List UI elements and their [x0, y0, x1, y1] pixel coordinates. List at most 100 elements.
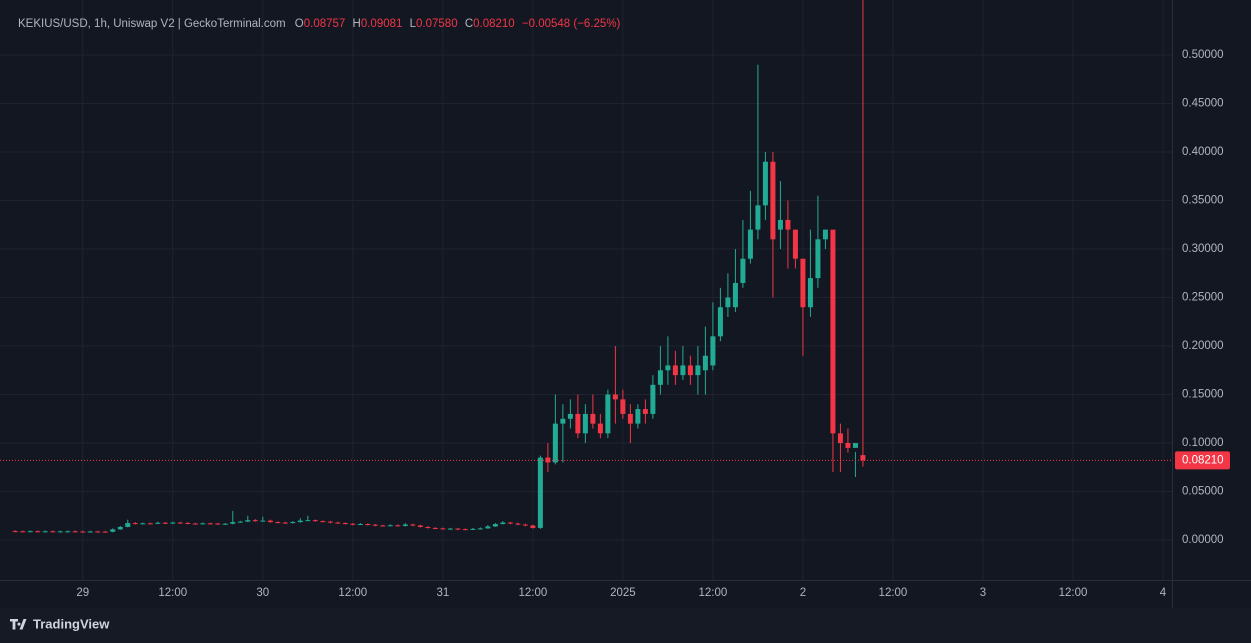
- candle-body: [800, 258, 806, 308]
- candle-body: [522, 524, 528, 526]
- open-value: 0.08757: [304, 18, 346, 30]
- candle-body: [207, 523, 213, 525]
- candle-body: [425, 526, 431, 528]
- candle-body: [350, 523, 356, 525]
- candle-body: [837, 433, 843, 444]
- candle-body: [42, 531, 48, 533]
- low-value: 0.07580: [416, 18, 458, 30]
- candle-body: [12, 531, 18, 533]
- y-tick-label: 0.35000: [1182, 195, 1224, 207]
- candle-body: [170, 522, 176, 524]
- candle-body: [642, 409, 648, 414]
- candle-body: [410, 524, 416, 526]
- candle-body: [545, 457, 551, 463]
- close-value: 0.08210: [473, 18, 515, 30]
- footer-logo: TradingView: [10, 616, 110, 631]
- candle-body: [635, 409, 641, 424]
- candle-body: [402, 524, 408, 526]
- candle-body: [582, 413, 588, 434]
- grid: [0, 0, 1172, 580]
- candle-body: [20, 531, 26, 533]
- candle-body: [162, 522, 168, 524]
- x-tick-label: 4: [1160, 587, 1167, 599]
- candle-body: [365, 524, 371, 526]
- candle-body: [477, 528, 483, 530]
- candle-body: [792, 229, 798, 259]
- candle-body: [192, 523, 198, 525]
- candle-body: [342, 523, 348, 525]
- last-price-tag: [1175, 451, 1230, 470]
- candle-body: [605, 394, 611, 434]
- y-tick-label: 0.10000: [1182, 437, 1224, 449]
- chart-panel: [0, 0, 1251, 608]
- candle-body: [222, 523, 228, 525]
- candle-body: [155, 522, 161, 524]
- candle-body: [500, 522, 506, 525]
- candle-body: [125, 523, 131, 527]
- candle-body: [230, 522, 236, 524]
- axes: 0.00000 0.05000 0.10000 0.15000 0.20000 0.250…: [76, 49, 1230, 599]
- candle-body: [80, 531, 86, 533]
- candle-body: [755, 205, 761, 230]
- y-tick-label: 0.15000: [1182, 389, 1224, 401]
- x-tick-label: 12:00: [338, 587, 367, 599]
- candle-body: [470, 528, 476, 530]
- candle-body: [560, 418, 566, 424]
- low-label: L: [410, 18, 417, 30]
- close-label: C: [465, 18, 473, 30]
- candle-body: [725, 297, 731, 308]
- candle-body: [455, 528, 461, 530]
- candle-body: [27, 531, 33, 533]
- candle-body: [282, 522, 288, 524]
- candle-body: [620, 399, 626, 414]
- x-tick-label: 2025: [610, 587, 636, 599]
- candle-body: [305, 520, 311, 522]
- candle-body: [770, 161, 776, 240]
- candle-body: [417, 525, 423, 527]
- candle-body: [717, 307, 723, 337]
- candle-body: [110, 529, 116, 532]
- candle-body: [710, 336, 716, 366]
- candle-body: [552, 423, 558, 463]
- candle-body: [65, 531, 71, 533]
- candle-body: [147, 523, 153, 525]
- candle-body: [740, 258, 746, 283]
- x-tick-label: 12:00: [158, 587, 187, 599]
- candle-body: [515, 523, 521, 525]
- y-tick-label: 0.00000: [1182, 534, 1224, 546]
- header: KEKIUS/USD, 1h, Uniswap V2 | GeckoTermin…: [18, 18, 621, 30]
- x-tick-label: 3: [980, 587, 986, 599]
- candle-body: [665, 365, 671, 371]
- candle-body: [860, 455, 866, 461]
- candle-body: [537, 457, 543, 528]
- candle-body: [87, 531, 93, 533]
- y-tick-label: 0.50000: [1182, 49, 1224, 61]
- candle-body: [687, 365, 693, 376]
- candle-body: [485, 526, 491, 529]
- open-label: O: [295, 18, 304, 30]
- candle-body: [320, 521, 326, 523]
- candle-body: [507, 522, 513, 524]
- candle-body: [50, 531, 56, 533]
- candle-body: [657, 370, 663, 385]
- candle-body: [447, 528, 453, 530]
- candle-body: [432, 527, 438, 529]
- high-label: H: [353, 18, 361, 30]
- x-tick-label: 31: [436, 587, 449, 599]
- y-tick-label: 0.25000: [1182, 292, 1224, 304]
- high-value: 0.09081: [361, 18, 403, 30]
- candles: [0, 0, 1172, 533]
- candle-body: [785, 219, 791, 230]
- candle-body: [612, 394, 618, 400]
- candle-body: [590, 413, 596, 424]
- candle-body: [440, 528, 446, 530]
- last-price-label: 0.08210: [1182, 454, 1224, 466]
- candle-body: [215, 523, 221, 525]
- candle-body: [260, 520, 266, 522]
- x-tick-label: 12:00: [518, 587, 547, 599]
- candle-body: [372, 524, 378, 526]
- candle-body: [290, 522, 296, 524]
- candle-body: [830, 229, 836, 434]
- candle-body: [200, 523, 206, 525]
- change-value: −0.00548 (−6.25%): [522, 18, 621, 30]
